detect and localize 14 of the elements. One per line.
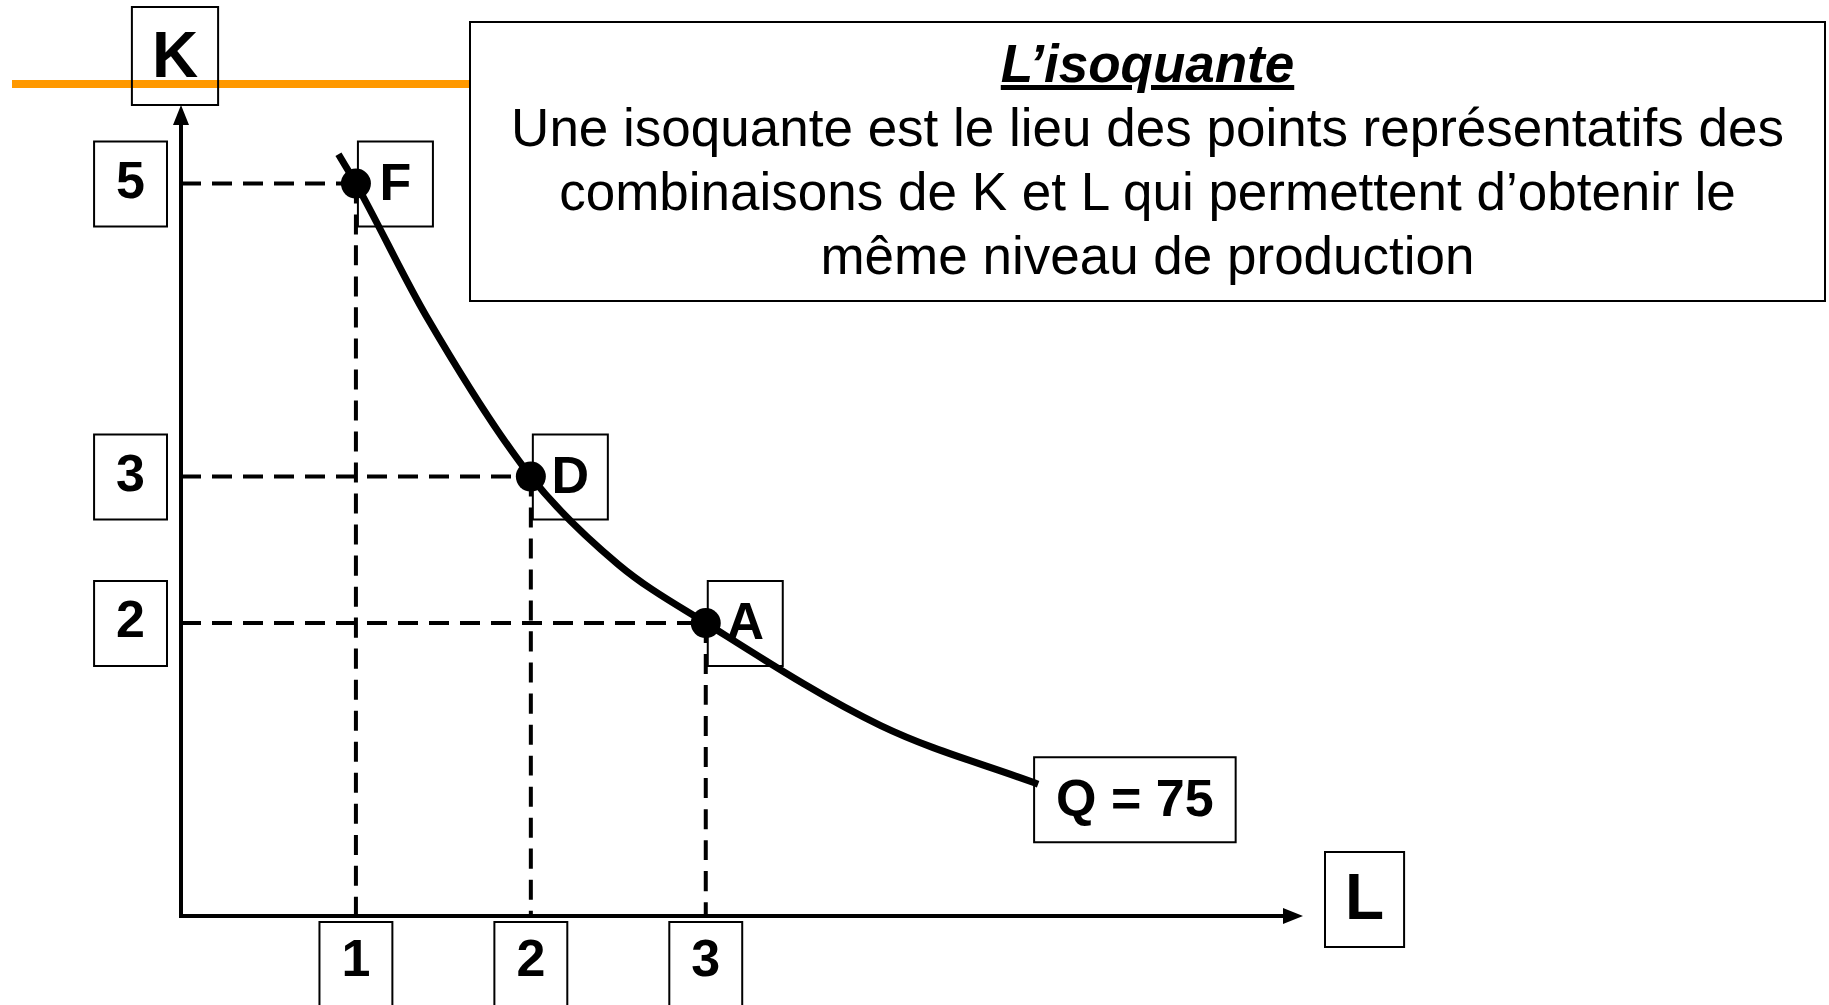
y-tick-label: 2 (116, 590, 145, 649)
series-label: Q = 75 (1056, 768, 1214, 827)
annotation: D (551, 445, 590, 504)
x-axis-title: L (1345, 861, 1385, 934)
x-tick-label: 3 (691, 928, 721, 987)
annotation: A (726, 592, 765, 651)
chart-title: L’isoquante (999, 33, 1296, 95)
x-tick-label: 2 (516, 928, 546, 987)
x-tick-label: 1 (341, 928, 371, 987)
y-axis-title: K (151, 18, 199, 91)
y-tick-label: 3 (116, 443, 145, 502)
text: Une isoquante est le lieu des points représentatifs des combinaisons de K et L qui permettent d’obtenir le même niveau de production (510, 97, 1785, 287)
annotation: F (379, 152, 412, 211)
y-tick-label: 5 (116, 150, 145, 209)
